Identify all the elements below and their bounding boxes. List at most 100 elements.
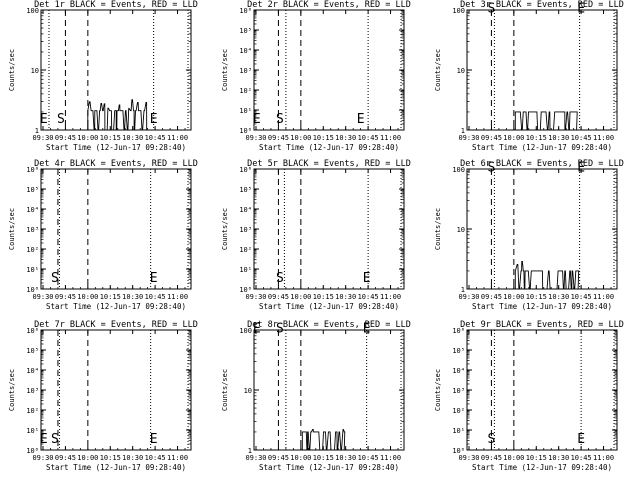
plot-frame	[40, 168, 192, 290]
y-tick-label: 10⁴	[239, 206, 252, 214]
panel-title: Det 7r BLACK = Events, RED = LLD	[34, 320, 198, 330]
x-tick-label: 10:00	[290, 454, 311, 462]
end-marker: E	[150, 112, 158, 127]
y-tick-label: 100	[452, 166, 465, 174]
panel-title: Det 9r BLACK = Events, RED = LLD	[460, 320, 624, 330]
x-tick-label: 09:45	[268, 134, 289, 142]
x-tick-label: 09:45	[268, 454, 289, 462]
y-tick-label: 10¹	[26, 427, 39, 435]
y-tick-label: 10⁶	[26, 166, 39, 174]
x-tick-label: 10:15	[313, 454, 334, 462]
y-tick-label: 10³	[239, 67, 252, 75]
x-tick-label: 10:45	[145, 134, 166, 142]
start-marker: S	[57, 112, 65, 127]
y-tick-label: 10²	[26, 407, 39, 415]
y-tick-label: 1	[461, 127, 465, 135]
panel-8: Det 8r BLACK = Events, RED = LLD Counts/s…	[221, 320, 411, 472]
x-tick-label: 09:30	[245, 293, 266, 301]
x-tick-label: 10:00	[503, 293, 524, 301]
y-tick-label: 10⁴	[26, 367, 39, 375]
x-tick-label: 10:45	[571, 293, 592, 301]
end-marker: E	[253, 112, 261, 127]
events-trace	[514, 111, 578, 131]
x-tick-label: 09:30	[32, 134, 53, 142]
x-tick-label: 09:45	[268, 293, 289, 301]
y-axis-label: Counts/sec	[221, 369, 229, 411]
x-tick-label: 10:30	[548, 454, 569, 462]
y-tick-label: 10⁶	[239, 7, 252, 15]
panel-title: Det 4r BLACK = Events, RED = LLD	[34, 159, 198, 169]
x-tick-label: 11:00	[167, 134, 188, 142]
x-axis-label: Start Time (12-Jun-17 09:28:40)	[46, 143, 186, 152]
x-tick-label: 09:30	[245, 454, 266, 462]
x-tick-label: 10:00	[77, 293, 98, 301]
x-tick-label: 11:00	[167, 454, 188, 462]
x-tick-label: 09:45	[55, 454, 76, 462]
x-tick-label: 10:00	[290, 293, 311, 301]
panel-title: Det 1r BLACK = Events, RED = LLD	[34, 0, 198, 10]
start-marker: S	[488, 161, 496, 176]
panel-title: Det 6r BLACK = Events, RED = LLD	[460, 159, 624, 169]
start-marker: S	[488, 2, 496, 17]
x-axis-label: Start Time (12-Jun-17 09:28:40)	[46, 302, 186, 311]
x-tick-label: 09:30	[245, 134, 266, 142]
y-tick-label: 10⁰	[26, 447, 39, 455]
x-axis-label: Start Time (12-Jun-17 09:28:40)	[472, 302, 612, 311]
end-marker: E	[577, 161, 585, 176]
x-tick-label: 09:30	[458, 134, 479, 142]
end-marker: E	[40, 432, 48, 447]
x-tick-label: 10:30	[335, 134, 356, 142]
x-tick-label: 09:45	[55, 293, 76, 301]
panel-1: Det 1r BLACK = Events, RED = LLD Counts/s…	[8, 0, 198, 152]
x-tick-label: 10:00	[290, 134, 311, 142]
y-tick-label: 10	[457, 226, 465, 234]
x-tick-label: 11:00	[593, 293, 614, 301]
end-marker: E	[577, 2, 585, 17]
x-tick-label: 10:45	[358, 454, 379, 462]
y-tick-label: 10³	[26, 387, 39, 395]
start-marker: S	[276, 322, 284, 337]
y-tick-label: 10⁰	[239, 286, 252, 294]
x-tick-label: 10:30	[335, 454, 356, 462]
x-tick-label: 10:30	[122, 454, 143, 462]
y-tick-label: 10³	[239, 226, 252, 234]
y-tick-label: 10⁰	[239, 127, 252, 135]
x-tick-label: 10:45	[358, 293, 379, 301]
x-axis-label: Start Time (12-Jun-17 09:28:40)	[46, 463, 186, 472]
y-tick-label: 10¹	[26, 266, 39, 274]
y-tick-label: 10⁴	[26, 206, 39, 214]
x-axis-label: Start Time (12-Jun-17 09:28:40)	[472, 463, 612, 472]
x-tick-label: 11:00	[593, 134, 614, 142]
x-tick-label: 10:15	[313, 134, 334, 142]
y-tick-label: 10⁵	[452, 347, 465, 355]
end-marker: E	[577, 432, 585, 447]
y-tick-label: 10	[31, 67, 39, 75]
x-tick-label: 10:00	[503, 134, 524, 142]
y-tick-label: 10³	[26, 226, 39, 234]
x-tick-label: 10:15	[100, 454, 121, 462]
y-axis-label: Counts/sec	[434, 208, 442, 250]
x-tick-label: 10:45	[571, 134, 592, 142]
y-axis-label: Counts/sec	[434, 369, 442, 411]
x-tick-label: 11:00	[380, 134, 401, 142]
x-axis-label: Start Time (12-Jun-17 09:28:40)	[472, 143, 612, 152]
x-tick-label: 10:15	[313, 293, 334, 301]
panel-7: Det 7r BLACK = Events, RED = LLD Counts/s…	[8, 320, 198, 472]
x-tick-label: 11:00	[167, 293, 188, 301]
end-marker: E	[150, 271, 158, 286]
x-tick-label: 10:00	[77, 134, 98, 142]
panel-3: Det 3r BLACK = Events, RED = LLD Counts/s…	[434, 0, 624, 152]
y-tick-label: 10¹	[452, 427, 465, 435]
y-tick-label: 10²	[452, 407, 465, 415]
y-axis-label: Counts/sec	[8, 208, 16, 250]
x-tick-label: 10:45	[145, 293, 166, 301]
x-tick-label: 10:00	[77, 454, 98, 462]
x-tick-label: 10:15	[100, 134, 121, 142]
x-tick-label: 10:30	[335, 293, 356, 301]
panel-9: Det 9r BLACK = Events, RED = LLD Counts/s…	[434, 320, 624, 472]
x-tick-label: 09:45	[481, 134, 502, 142]
y-tick-label: 100	[26, 7, 39, 15]
x-tick-label: 10:45	[571, 454, 592, 462]
